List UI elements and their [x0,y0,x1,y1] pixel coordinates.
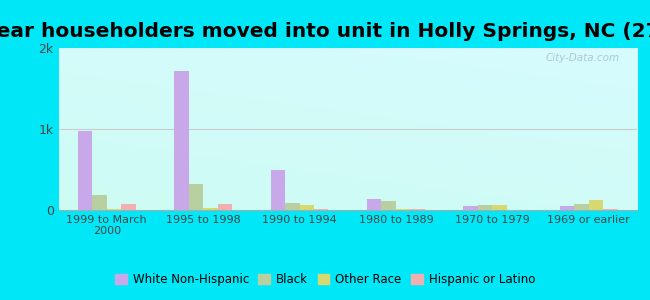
Legend: White Non-Hispanic, Black, Other Race, Hispanic or Latino: White Non-Hispanic, Black, Other Race, H… [111,269,540,291]
Bar [463,206,478,210]
Bar [285,203,300,210]
Bar [107,208,121,210]
Bar [121,203,136,210]
Text: City-Data.com: City-Data.com [545,53,619,63]
Bar [78,130,92,210]
Bar [92,195,107,210]
Bar [367,200,382,210]
Bar [396,209,410,210]
Bar [218,203,232,210]
Bar [589,200,603,210]
Bar [410,209,425,210]
Bar [174,71,188,210]
Title: Year householders moved into unit in Holly Springs, NC (27540): Year householders moved into unit in Hol… [0,22,650,41]
Bar [270,169,285,210]
Bar [188,184,203,210]
Bar [478,205,492,210]
Bar [203,208,218,210]
Bar [493,205,507,210]
Bar [300,205,314,210]
Bar [603,209,618,210]
Bar [382,201,396,210]
Bar [560,206,575,210]
Bar [314,209,328,210]
Bar [575,203,589,210]
